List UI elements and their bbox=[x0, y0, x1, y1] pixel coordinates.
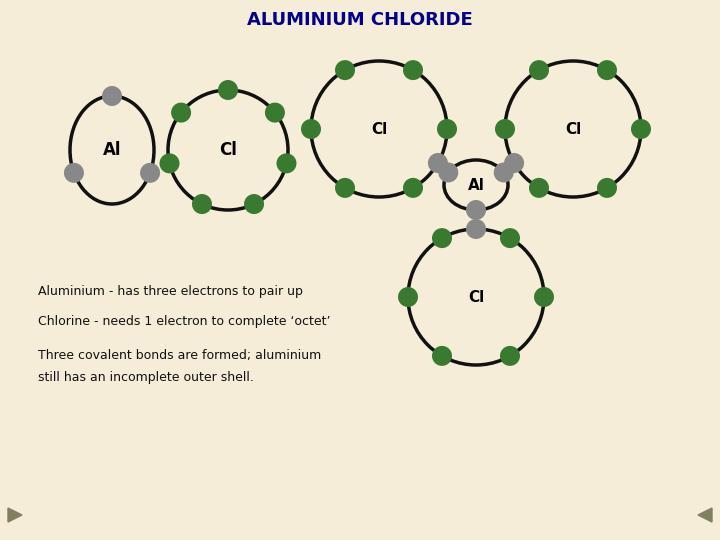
Text: Chlorine - needs 1 electron to complete ‘octet’: Chlorine - needs 1 electron to complete … bbox=[38, 315, 330, 328]
Circle shape bbox=[597, 178, 617, 198]
Circle shape bbox=[631, 119, 651, 139]
Circle shape bbox=[160, 153, 179, 173]
Circle shape bbox=[276, 153, 297, 173]
Circle shape bbox=[428, 153, 448, 173]
Circle shape bbox=[403, 178, 423, 198]
Circle shape bbox=[244, 194, 264, 214]
Polygon shape bbox=[8, 508, 22, 522]
Circle shape bbox=[64, 163, 84, 183]
Circle shape bbox=[437, 119, 457, 139]
Text: Three covalent bonds are formed; aluminium: Three covalent bonds are formed; alumini… bbox=[38, 348, 321, 361]
Circle shape bbox=[500, 346, 520, 366]
Circle shape bbox=[171, 103, 191, 123]
Text: Al: Al bbox=[467, 178, 485, 192]
Circle shape bbox=[494, 163, 513, 183]
Text: Al: Al bbox=[103, 141, 121, 159]
Circle shape bbox=[466, 200, 486, 220]
Circle shape bbox=[504, 153, 524, 173]
Circle shape bbox=[529, 60, 549, 80]
Circle shape bbox=[495, 119, 515, 139]
Text: Cl: Cl bbox=[468, 289, 484, 305]
Circle shape bbox=[335, 178, 355, 198]
Circle shape bbox=[466, 219, 486, 239]
Circle shape bbox=[140, 163, 160, 183]
Text: Aluminium - has three electrons to pair up: Aluminium - has three electrons to pair … bbox=[38, 286, 303, 299]
Circle shape bbox=[192, 194, 212, 214]
Circle shape bbox=[398, 287, 418, 307]
Circle shape bbox=[102, 86, 122, 106]
Text: ALUMINIUM CHLORIDE: ALUMINIUM CHLORIDE bbox=[247, 11, 473, 29]
Circle shape bbox=[432, 346, 452, 366]
Text: Cl: Cl bbox=[371, 122, 387, 137]
Circle shape bbox=[529, 178, 549, 198]
Polygon shape bbox=[698, 508, 712, 522]
Circle shape bbox=[432, 228, 452, 248]
Circle shape bbox=[403, 60, 423, 80]
Circle shape bbox=[265, 103, 285, 123]
Circle shape bbox=[597, 60, 617, 80]
Circle shape bbox=[218, 80, 238, 100]
Text: Cl: Cl bbox=[565, 122, 581, 137]
Text: still has an incomplete outer shell.: still has an incomplete outer shell. bbox=[38, 370, 254, 383]
Circle shape bbox=[301, 119, 321, 139]
Text: Cl: Cl bbox=[219, 141, 237, 159]
Circle shape bbox=[438, 163, 459, 183]
Circle shape bbox=[500, 228, 520, 248]
Circle shape bbox=[534, 287, 554, 307]
Circle shape bbox=[335, 60, 355, 80]
